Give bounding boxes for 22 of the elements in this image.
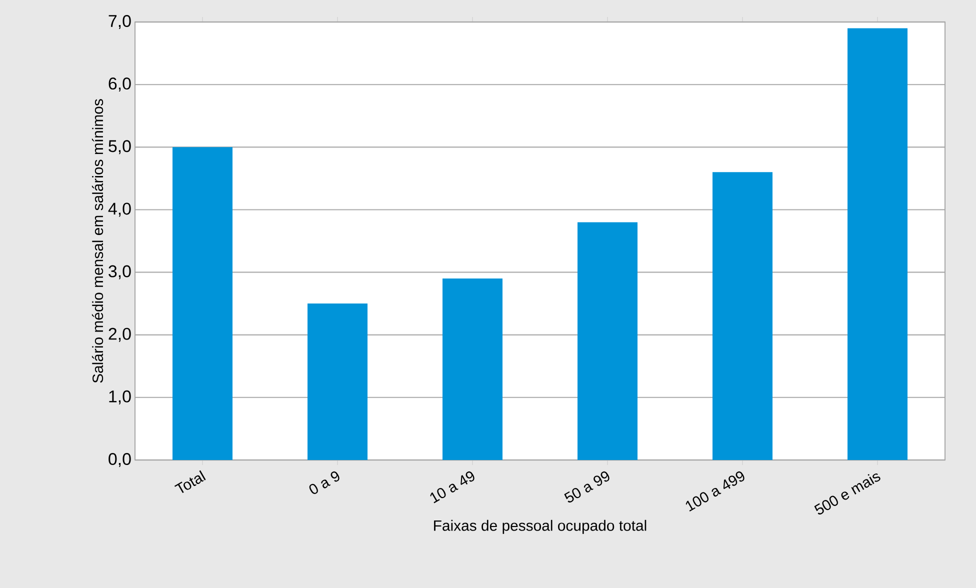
- y-tick-label: 3,0: [108, 265, 131, 280]
- x-tick-label: 10 a 49: [430, 471, 474, 504]
- x-tick-label: 500 e mais: [814, 473, 880, 514]
- y-tick-label: 2,0: [108, 328, 131, 342]
- bar: [848, 28, 908, 460]
- bar: [442, 278, 503, 460]
- y-tick-label: 7,0: [108, 14, 131, 29]
- y-axis-title: Salário médio mensal em salários mínimos: [92, 99, 104, 383]
- x-tick-label: 50 a 99: [564, 471, 610, 503]
- bar: [172, 147, 233, 460]
- x-tick-label: Total: [174, 470, 206, 494]
- bar: [712, 172, 773, 460]
- y-tick-label: 5,0: [108, 140, 131, 154]
- x-tick-label: 0 a 9: [309, 471, 340, 494]
- x-axis-title: Faixas de pessoal ocupado total: [434, 520, 646, 534]
- bar: [308, 304, 368, 460]
- y-tick-label: 6,0: [108, 78, 131, 92]
- y-tick-label: 4,0: [108, 202, 131, 217]
- y-tick-label: 1,0: [109, 390, 131, 404]
- bar: [578, 222, 638, 460]
- x-tick-label: 100 a 499: [686, 471, 744, 512]
- y-tick-label: 0,0: [108, 452, 131, 467]
